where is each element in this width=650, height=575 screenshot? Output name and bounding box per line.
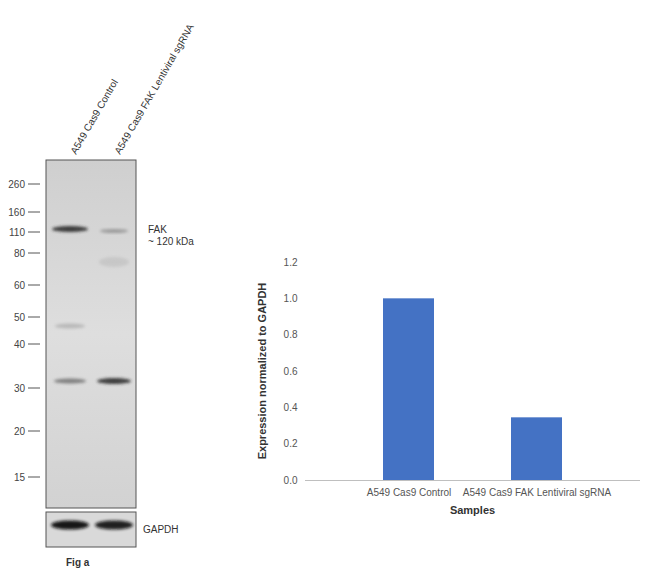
svg-text:A549 Cas9 FAK Lentiviral sgRNA: A549 Cas9 FAK Lentiviral sgRNA <box>112 22 196 156</box>
svg-text:0.4: 0.4 <box>284 402 298 413</box>
svg-text:50: 50 <box>14 312 26 323</box>
svg-text:60: 60 <box>14 280 26 291</box>
svg-text:FAK: FAK <box>148 224 167 235</box>
html-text:Expression normalized to GAPDH: Expression normalized to GAPDH <box>256 282 268 460</box>
svg-text:~ 120 kDa: ~ 120 kDa <box>148 236 194 247</box>
svg-text:80: 80 <box>14 248 26 259</box>
svg-text:15: 15 <box>14 472 26 483</box>
svg-text:40: 40 <box>14 339 26 350</box>
svg-text:1.2: 1.2 <box>284 257 298 268</box>
svg-text:110: 110 <box>9 227 25 238</box>
svg-text:260: 260 <box>8 179 25 190</box>
svg-text:A549 Cas9 FAK Lentiviral sgRNA: A549 Cas9 FAK Lentiviral sgRNA <box>463 487 612 498</box>
svg-text:0.8: 0.8 <box>284 329 298 340</box>
svg-text:160: 160 <box>8 207 25 218</box>
svg-text:0.0: 0.0 <box>284 475 298 486</box>
svg-text:GAPDH: GAPDH <box>143 524 179 535</box>
html-text:Samples: Samples <box>449 504 496 516</box>
svg-text:A549 Cas9 Control: A549 Cas9 Control <box>68 77 120 156</box>
svg-text:1.0: 1.0 <box>284 293 298 304</box>
svg-text:A549 Cas9 Control: A549 Cas9 Control <box>367 487 452 498</box>
svg-text:0.2: 0.2 <box>284 438 298 449</box>
svg-text:Fig a: Fig a <box>66 557 90 568</box>
svg-text:0.6: 0.6 <box>284 366 298 377</box>
svg-text:30: 30 <box>14 383 26 394</box>
svg-text:20: 20 <box>14 426 26 437</box>
